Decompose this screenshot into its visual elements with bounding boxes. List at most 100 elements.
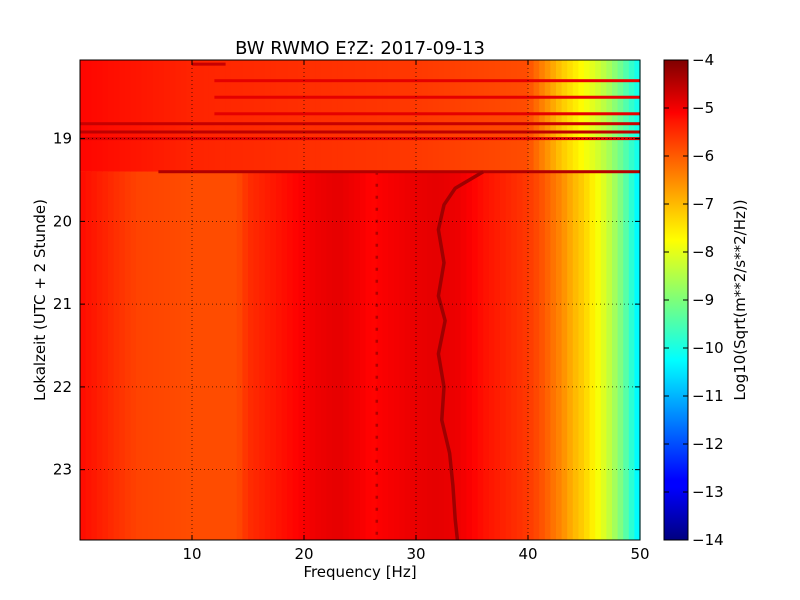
spectrogram-cell xyxy=(427,60,434,172)
spectrogram-cell xyxy=(589,171,596,540)
spectrogram-cell xyxy=(522,60,529,172)
spectrogram-cell xyxy=(483,60,490,172)
spectrogram-cell xyxy=(617,60,624,172)
spectrogram-cell xyxy=(595,60,602,172)
spectrogram-cell xyxy=(214,171,221,540)
spectrogram-cell xyxy=(175,171,182,540)
colorbar-axis: −4 −5 −6 −7 −8 −9 −10 −11 −12 −13 −14 xyxy=(664,51,724,549)
spectrogram-cell xyxy=(544,171,551,540)
spectrogram-cell xyxy=(304,171,311,540)
spectrogram-cell xyxy=(500,171,507,540)
spectrogram-cell xyxy=(147,171,154,540)
spectrogram-cell xyxy=(253,60,260,172)
spectrogram-cell xyxy=(236,60,243,172)
spectrogram-cell xyxy=(203,60,210,172)
spectrogram-cell xyxy=(186,171,193,540)
spectrogram-cell xyxy=(444,60,451,172)
spectrogram-cell xyxy=(281,60,288,172)
spectrogram-cell xyxy=(96,60,103,172)
chart-title: BW RWMO E?Z: 2017-09-13 xyxy=(235,38,485,59)
spectrogram-cell xyxy=(578,171,585,540)
colorbar-tick-label: −4 xyxy=(692,51,714,69)
y-axis: 19 20 21 22 23 xyxy=(53,130,640,479)
spectrogram-cell xyxy=(354,171,361,540)
spectrogram-cell xyxy=(561,60,568,172)
spectrogram-cell xyxy=(320,60,327,172)
spectrogram-cell xyxy=(141,60,148,172)
spectrogram-cell xyxy=(225,171,232,540)
spectrogram-cell xyxy=(259,171,266,540)
x-axis-label: Frequency [Hz] xyxy=(303,563,416,581)
spectrogram-cell xyxy=(617,171,624,540)
spectrogram-cell xyxy=(287,60,294,172)
spectrogram-cell xyxy=(365,60,372,172)
spectrogram-cell xyxy=(399,60,406,172)
spectrogram-cell xyxy=(572,171,579,540)
spectrogram-cell xyxy=(606,171,613,540)
spectrogram-cell xyxy=(578,60,585,172)
spectrogram-cell xyxy=(382,171,389,540)
spectrogram-cell xyxy=(533,171,540,540)
spectrogram-cell xyxy=(595,171,602,540)
spectrogram-cell xyxy=(393,171,400,540)
plot-frame xyxy=(79,59,641,541)
spectrogram-cell xyxy=(231,171,238,540)
spectrogram-cell xyxy=(298,60,305,172)
spectrogram-cell xyxy=(80,60,87,172)
spectrogram-cell xyxy=(466,171,473,540)
spectrogram-cell xyxy=(192,60,199,172)
spectrogram-cell xyxy=(220,171,227,540)
colorbar-tick-label: −5 xyxy=(692,99,714,117)
spectrogram-cell xyxy=(175,60,182,172)
horizontal-band xyxy=(214,112,640,116)
spectrogram-cell xyxy=(85,60,92,172)
spectrogram-cell xyxy=(511,60,518,172)
spectrogram-cell xyxy=(628,60,635,172)
spectrogram-cell xyxy=(180,60,187,172)
spectrogram-cell xyxy=(488,60,495,172)
spectrogram-cell xyxy=(623,171,630,540)
spectrogram-cell xyxy=(371,171,378,540)
spectrogram-cell xyxy=(455,171,462,540)
spectrogram-cell xyxy=(124,60,131,172)
spectrogram-cell xyxy=(164,60,171,172)
spectrogram-cell xyxy=(432,171,439,540)
spectrogram-cell xyxy=(371,60,378,172)
x-tick-label: 10 xyxy=(182,545,201,563)
spectrogram-cell xyxy=(522,171,529,540)
spectrogram-cell xyxy=(404,171,411,540)
spectrogram-cell xyxy=(108,60,115,172)
spectrogram-cell xyxy=(108,171,115,540)
spectrogram-cell xyxy=(600,171,607,540)
spectrogram-cell xyxy=(85,171,92,540)
spectrogram-cell xyxy=(332,171,339,540)
spectrogram-cell xyxy=(483,171,490,540)
spectrogram-cell xyxy=(567,171,574,540)
spectrogram-cell xyxy=(253,171,260,540)
colorbar-tick-label: −12 xyxy=(692,435,724,453)
spectrogram-cell xyxy=(264,171,271,540)
spectrogram-cell xyxy=(281,171,288,540)
spectrogram-cell xyxy=(248,60,255,172)
spectrogram-cell xyxy=(276,171,283,540)
spectrogram-cell xyxy=(248,171,255,540)
spectrogram-cell xyxy=(505,60,512,172)
spectrogram-cell xyxy=(410,171,417,540)
spectrogram-cell xyxy=(561,171,568,540)
spectrogram-cell xyxy=(332,60,339,172)
spectrogram-cell xyxy=(169,171,176,540)
spectrogram-cell xyxy=(516,171,523,540)
spectrogram-cell xyxy=(584,60,591,172)
horizontal-band xyxy=(158,170,640,174)
spectrogram-cell xyxy=(315,171,322,540)
spectrogram-cell xyxy=(158,60,165,172)
spectrogram-cell xyxy=(628,171,635,540)
spectrogram-cell xyxy=(309,171,316,540)
spectrogram-cell xyxy=(102,171,109,540)
spectrogram-cell xyxy=(533,60,540,172)
spectrogram-cell xyxy=(192,171,199,540)
spectrogram-cell xyxy=(505,171,512,540)
spectrogram-cell xyxy=(360,60,367,172)
spectrogram-cell xyxy=(186,60,193,172)
